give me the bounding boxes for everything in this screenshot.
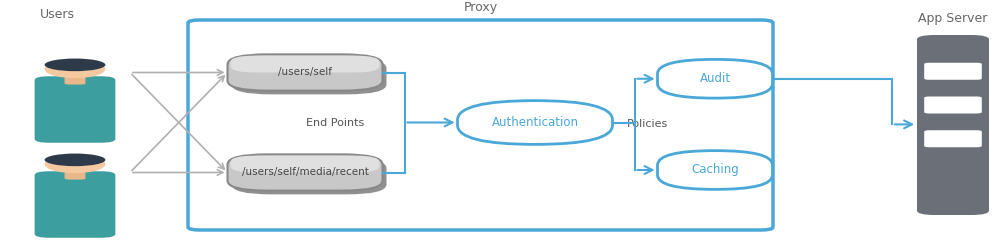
FancyBboxPatch shape	[230, 156, 379, 172]
Text: Authentication: Authentication	[492, 116, 578, 129]
Ellipse shape	[45, 155, 105, 173]
FancyBboxPatch shape	[924, 96, 982, 114]
FancyBboxPatch shape	[924, 63, 982, 80]
FancyBboxPatch shape	[231, 158, 386, 194]
Text: End Points: End Points	[306, 118, 364, 128]
Ellipse shape	[45, 60, 105, 78]
FancyBboxPatch shape	[458, 101, 612, 144]
Text: Audit: Audit	[699, 72, 731, 85]
Text: /users/self/media/recent: /users/self/media/recent	[242, 168, 368, 177]
FancyBboxPatch shape	[227, 154, 382, 190]
FancyBboxPatch shape	[924, 130, 982, 147]
Ellipse shape	[45, 154, 105, 166]
Text: /users/self: /users/self	[278, 68, 332, 78]
FancyBboxPatch shape	[65, 169, 85, 179]
Text: App Server: App Server	[918, 12, 988, 25]
Ellipse shape	[45, 58, 105, 71]
FancyBboxPatch shape	[658, 59, 772, 98]
Text: Policies: Policies	[627, 120, 668, 130]
FancyBboxPatch shape	[35, 171, 115, 238]
FancyBboxPatch shape	[230, 56, 379, 72]
FancyBboxPatch shape	[658, 150, 772, 190]
Text: Proxy: Proxy	[463, 1, 498, 14]
Text: Users: Users	[40, 8, 75, 20]
FancyBboxPatch shape	[227, 54, 382, 90]
FancyBboxPatch shape	[35, 76, 115, 143]
FancyBboxPatch shape	[917, 35, 989, 215]
FancyBboxPatch shape	[65, 74, 85, 85]
Text: Caching: Caching	[691, 164, 739, 176]
FancyBboxPatch shape	[188, 20, 773, 230]
FancyBboxPatch shape	[231, 58, 386, 94]
